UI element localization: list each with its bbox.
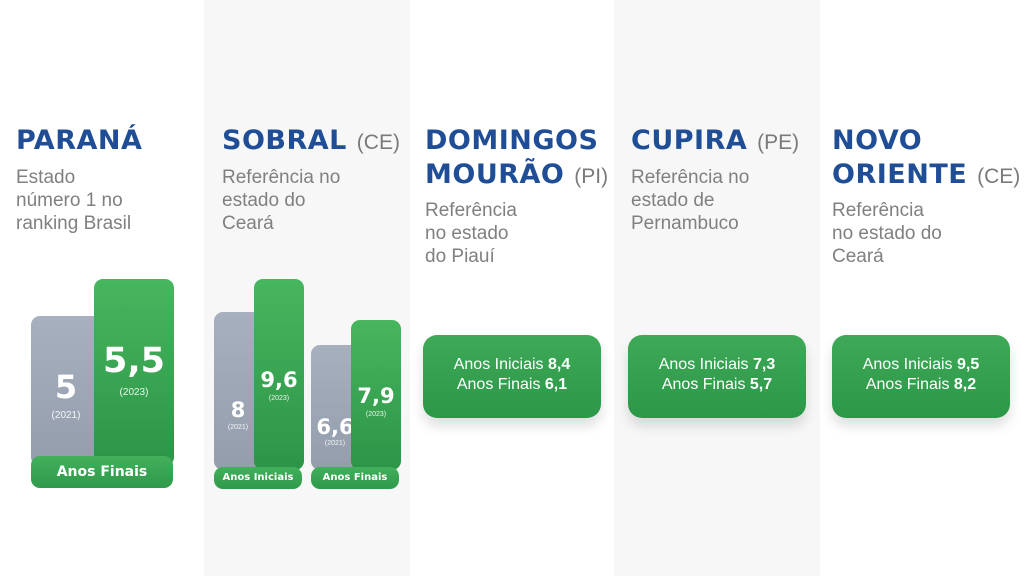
sobral-finais-value-2021: 6,6 (316, 415, 354, 439)
sobral-finais-year-2023: (2023) (365, 411, 387, 418)
parana-year-2023: (2023) (119, 387, 149, 398)
parana-group-label: Anos Finais (31, 456, 173, 488)
parana-value-2023: 5,5 (102, 341, 165, 381)
parana-bar-2023: 5,5 (2023) (94, 279, 174, 466)
domingos-mourao-title: DOMINGOS MOURÃO (PI) (425, 124, 608, 194)
domingos-mourao-title-line1: DOMINGOS (425, 125, 599, 156)
novo-oriente-title: NOVO ORIENTE (CE) (832, 124, 1020, 194)
domingos-mourao-state: (PI) (574, 165, 609, 188)
domingos-mourao-iniciais-label: Anos Iniciais (453, 356, 544, 373)
column-bg-sobral (204, 0, 410, 576)
novo-oriente-finais-value: 8,2 (953, 376, 977, 393)
sobral-iniciais-value-2023: 9,6 (260, 368, 298, 392)
sobral-iniciais-label: Anos Iniciais (214, 467, 302, 489)
parana-value-2021: 5 (54, 368, 78, 406)
cupira-iniciais: Anos Iniciais 7,3 (628, 355, 806, 375)
column-bg-cupira (614, 0, 820, 576)
sobral-finais-value-2023: 7,9 (357, 384, 395, 408)
cupira-scores-card: Anos Iniciais 7,3 Anos Finais 5,7 (628, 335, 806, 418)
novo-oriente-title-line1: NOVO (832, 125, 923, 156)
novo-oriente-state: (CE) (977, 165, 1021, 188)
column-bg-novo-oriente (820, 0, 1024, 576)
sobral-iniciais-year-2023: (2023) (268, 395, 290, 402)
sobral-state: (CE) (356, 131, 400, 154)
sobral-title: SOBRAL (CE) (222, 124, 400, 160)
cupira-finais-label: Anos Finais (661, 376, 746, 393)
cupira-title: CUPIRA (PE) (631, 124, 799, 160)
cupira-iniciais-value: 7,3 (753, 356, 776, 373)
novo-oriente-subtitle: Referência no estado do Ceará (832, 200, 942, 267)
parana-title: PARANÁ (16, 125, 143, 156)
novo-oriente-scores-card: Anos Iniciais 9,5 Anos Finais 8,2 (832, 335, 1010, 418)
cupira-subtitle: Referência no estado de Pernambuco (631, 167, 750, 234)
parana-year-2021: (2021) (51, 410, 81, 421)
novo-oriente-finais-label: Anos Finais (865, 376, 950, 393)
novo-oriente-iniciais: Anos Iniciais 9,5 (832, 355, 1010, 375)
novo-oriente-iniciais-value: 9,5 (957, 356, 980, 373)
novo-oriente-title-line2: ORIENTE (832, 159, 968, 190)
domingos-mourao-finais-value: 6,1 (544, 376, 568, 393)
novo-oriente-finais: Anos Finais 8,2 (832, 375, 1010, 395)
sobral-finais-label: Anos Finais (311, 467, 399, 489)
sobral-subtitle: Referência no estado do Ceará (222, 167, 341, 234)
sobral-iniciais-bar-2023: 9,6 (2023) (254, 279, 304, 470)
cupira-state: (PE) (757, 131, 800, 154)
sobral-iniciais-year-2021: (2021) (227, 424, 249, 431)
novo-oriente-iniciais-label: Anos Iniciais (862, 356, 953, 373)
parana-bar-2021: 5 (2021) (31, 316, 101, 466)
cupira-finais-value: 5,7 (749, 376, 773, 393)
sobral-finais-year-2021: (2021) (324, 440, 346, 447)
parana-subtitle: Estado número 1 no ranking Brasil (16, 167, 132, 234)
column-bg-domingos-mourao (410, 0, 614, 576)
domingos-mourao-iniciais-value: 8,4 (548, 356, 571, 373)
cupira-iniciais-label: Anos Iniciais (658, 356, 749, 373)
domingos-mourao-iniciais: Anos Iniciais 8,4 (423, 355, 601, 375)
domingos-mourao-finais-label: Anos Finais (456, 376, 541, 393)
domingos-mourao-subtitle: Referência no estado do Piauí (425, 200, 517, 267)
sobral-finais-bar-2023: 7,9 (2023) (351, 320, 401, 470)
cupira-title-name: CUPIRA (631, 125, 748, 156)
sobral-title-name: SOBRAL (222, 125, 347, 156)
domingos-mourao-finais: Anos Finais 6,1 (423, 375, 601, 395)
sobral-iniciais-value-2021: 8 (230, 398, 246, 422)
domingos-mourao-title-line2: MOURÃO (425, 159, 565, 190)
cupira-finais: Anos Finais 5,7 (628, 375, 806, 395)
domingos-mourao-scores-card: Anos Iniciais 8,4 Anos Finais 6,1 (423, 335, 601, 418)
